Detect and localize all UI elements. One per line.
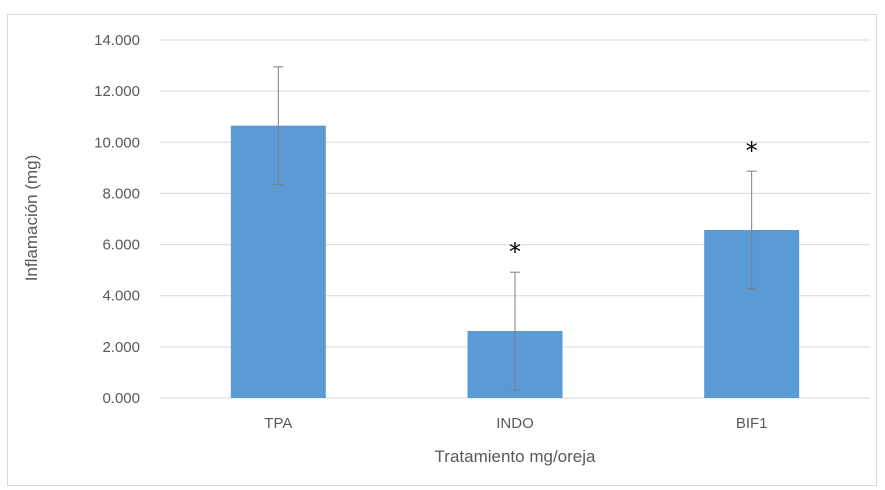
y-tick-label: 0.000 bbox=[102, 390, 140, 407]
y-tick-label: 6.000 bbox=[102, 237, 140, 254]
y-axis-ticks: 0.000 2.000 4.000 6.000 8.000 10.000 12.000 14.… bbox=[94, 32, 140, 407]
error-bars bbox=[273, 66, 757, 391]
x-axis-ticks: TPA INDO BIF1 bbox=[264, 415, 767, 432]
y-tick-label: 14.000 bbox=[94, 32, 140, 49]
y-tick-label: 10.000 bbox=[94, 134, 140, 151]
y-axis-title: Inflamación (mg) bbox=[22, 155, 41, 282]
y-tick-label: 4.000 bbox=[102, 288, 140, 305]
y-tick-label: 2.000 bbox=[102, 339, 140, 356]
significance-annotations: ** bbox=[509, 137, 758, 266]
x-tick-label: INDO bbox=[496, 415, 534, 432]
significance-asterisk: * bbox=[746, 137, 758, 165]
x-tick-label: TPA bbox=[264, 415, 292, 432]
y-tick-label: 8.000 bbox=[102, 185, 140, 202]
x-axis-title: Tratamiento mg/oreja bbox=[435, 447, 596, 466]
x-tick-label: BIF1 bbox=[736, 415, 768, 432]
y-tick-label: 12.000 bbox=[94, 83, 140, 100]
significance-asterisk: * bbox=[509, 238, 521, 266]
